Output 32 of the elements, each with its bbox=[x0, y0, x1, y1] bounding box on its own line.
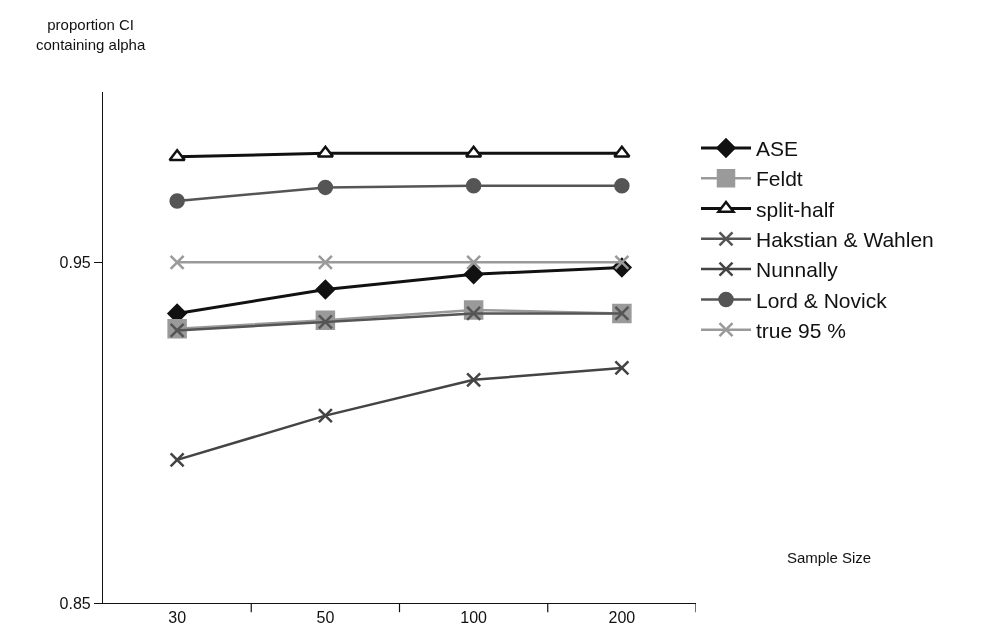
legend-label: Feldt bbox=[756, 167, 803, 191]
x-tick-label: 100 bbox=[460, 609, 488, 627]
point bbox=[317, 179, 334, 196]
point bbox=[169, 452, 185, 468]
x-tick-label: 30 bbox=[168, 609, 187, 627]
legend-label: true 95 % bbox=[756, 318, 846, 342]
text: Sample Size bbox=[787, 549, 872, 566]
point bbox=[315, 279, 336, 300]
point bbox=[614, 254, 630, 271]
y-tick-label: 0.95 bbox=[59, 253, 91, 271]
legend-label: ASE bbox=[756, 137, 799, 161]
point bbox=[463, 264, 484, 284]
point bbox=[614, 360, 630, 376]
legend-label: split-half bbox=[756, 197, 835, 221]
point bbox=[613, 145, 631, 158]
legend-label: Nunnally bbox=[756, 258, 839, 282]
legend-label: Lord & Novick bbox=[756, 288, 888, 312]
point bbox=[169, 254, 185, 271]
point bbox=[317, 407, 334, 424]
point bbox=[317, 254, 334, 271]
y-tick-label: 0.85 bbox=[59, 594, 91, 612]
legend-label: Hakstian & Wahlen bbox=[756, 228, 934, 252]
point bbox=[168, 148, 186, 162]
point bbox=[169, 193, 185, 209]
point bbox=[614, 177, 630, 194]
point bbox=[465, 372, 482, 388]
x-tick-label: 200 bbox=[608, 609, 636, 627]
point bbox=[465, 177, 482, 194]
point bbox=[465, 254, 482, 271]
y-axis-title: proportion CI containing alpha bbox=[36, 16, 146, 53]
x-tick-label: 50 bbox=[316, 609, 335, 627]
point bbox=[465, 305, 482, 322]
